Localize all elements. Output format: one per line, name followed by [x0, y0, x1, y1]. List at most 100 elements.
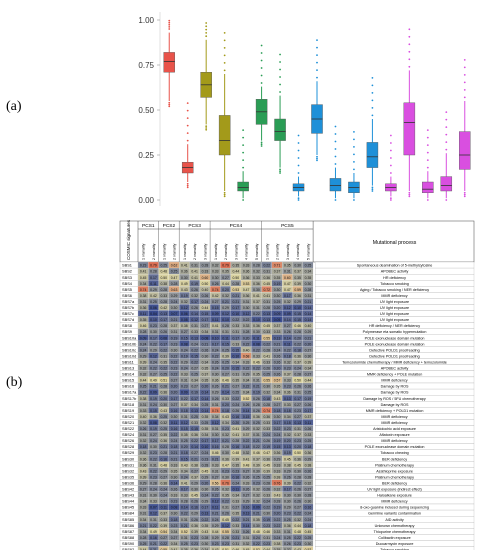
cell-value: 0.34 — [140, 530, 147, 534]
cell-value: 0.10 — [212, 336, 219, 340]
signature-label: SBS90 — [122, 541, 135, 546]
column-header-6: 2 vranality — [193, 243, 197, 260]
cell-value: 0.36 — [243, 270, 250, 274]
cell-value: 0.30 — [212, 373, 219, 377]
cell-value: 0.35 — [294, 276, 301, 280]
cell-value: 0.35 — [160, 433, 167, 437]
column-header-11: 4 vranality — [245, 243, 249, 260]
box-6-outlier — [260, 52, 263, 54]
box-13-outlier — [389, 157, 392, 159]
cell-value: 0.37 — [202, 373, 209, 377]
cell-value: 0.33 — [150, 500, 157, 504]
cell-value: 0.36 — [140, 306, 147, 310]
signature-label: SBS45 — [122, 505, 134, 510]
cell-value: 0.18 — [284, 354, 291, 358]
box-5-outlier — [242, 136, 245, 139]
cell-value: 0.24 — [202, 451, 209, 455]
cell-value: 0.24 — [212, 367, 219, 371]
cell-value: 0.33 — [191, 421, 198, 425]
process-label: APOBEC activity — [381, 270, 409, 274]
cell-value: 0.28 — [140, 330, 147, 334]
cell-value: 0.27 — [274, 403, 281, 407]
cell-value: 0.29 — [212, 524, 219, 528]
box-14-body — [403, 102, 416, 156]
cell-value: 0.26 — [212, 385, 219, 389]
box-13-outlier — [389, 199, 392, 201]
signature-label: SBS17b — [122, 396, 136, 401]
cell-value: 0.31 — [181, 536, 188, 540]
cell-value: 0.17 — [160, 342, 167, 346]
cell-value: 0.29 — [160, 469, 167, 473]
cell-value: 0.32 — [263, 391, 270, 395]
cell-value: 0.31 — [212, 469, 219, 473]
signature-label: SBS3 — [122, 275, 132, 280]
cell-value: 0.26 — [233, 409, 240, 413]
cell-value: 0.11 — [222, 336, 228, 340]
cell-value: 0.41 — [212, 324, 219, 328]
cell-value: 0.09 — [253, 506, 260, 510]
cell-value: 0.10 — [253, 318, 260, 322]
box-7-outlier — [279, 168, 281, 171]
cell-value: 0.12 — [181, 421, 188, 425]
column-header-2: 2 vranality — [152, 243, 156, 260]
cell-value: 0.10 — [294, 306, 301, 310]
cell-value: 0.34 — [171, 542, 178, 546]
cell-value: 0.29 — [191, 481, 198, 485]
cell-value: 0.25 — [191, 373, 198, 377]
cell-value: 0.46 — [263, 530, 270, 534]
cell-value: 0.44 — [222, 282, 229, 286]
cell-value: 0.25 — [160, 415, 167, 419]
cell-value: 0.31 — [305, 294, 312, 298]
box-14-outlier — [408, 58, 411, 61]
cell-value: 0.31 — [181, 379, 188, 383]
cell-value: 0.22 — [294, 342, 301, 346]
cell-value: 0.36 — [294, 294, 301, 298]
cell-value: 0.22 — [294, 481, 301, 485]
cell-value: 0.32 — [253, 488, 260, 492]
cell-value: 0.76 — [222, 481, 229, 485]
cell-value: 0.27 — [140, 488, 147, 492]
cell-value: 0.13 — [160, 312, 167, 316]
cell-value: 0.14 — [284, 318, 291, 322]
cell-value: 0.10 — [202, 445, 209, 449]
cell-value: 0.24 — [181, 367, 188, 371]
cell-value: 0.30 — [150, 494, 157, 498]
box-7-outlier — [279, 91, 281, 93]
cell-value: 0.09 — [181, 391, 188, 395]
box-4-outlier — [223, 195, 226, 198]
cell-value: 0.25 — [171, 270, 178, 274]
cell-value: 0.14 — [305, 312, 312, 316]
cell-value: 0.12 — [284, 306, 291, 310]
cell-value: 0.41 — [243, 457, 250, 461]
signature-label: SBS29 — [122, 450, 134, 455]
cell-value: 0.36 — [160, 391, 167, 395]
cell-value: 0.14 — [191, 312, 198, 316]
cell-value: 0.12 — [191, 318, 198, 322]
cell-value: 0.45 — [222, 518, 229, 522]
cell-value: 0.15 — [181, 457, 188, 461]
cell-value: 0.25 — [243, 421, 250, 425]
cell-value: 0.17 — [171, 397, 178, 401]
process-label: POLE exonuclease domain mutation — [365, 445, 425, 449]
cell-value: 0.15 — [222, 342, 229, 346]
cell-value: 0.25 — [253, 475, 260, 479]
cell-value: 0.55 — [263, 336, 270, 340]
cell-value: 0.20 — [202, 385, 209, 389]
cell-value: 0.40 — [305, 324, 312, 328]
cell-value: 0.25 — [263, 373, 270, 377]
cell-value: 0.11 — [161, 506, 167, 510]
signature-label: SBS32 — [122, 468, 134, 473]
cell-value: 0.17 — [284, 294, 291, 298]
cell-value: 0.20 — [284, 439, 291, 443]
box-17-outlier — [463, 81, 466, 84]
cell-value: 0.24 — [212, 348, 219, 352]
cell-value: 0.33 — [191, 330, 198, 334]
box-7-outlier — [279, 68, 281, 71]
cell-value: 0.17 — [274, 421, 281, 425]
cell-value: 0.24 — [171, 439, 178, 443]
cell-value: 0.33 — [171, 494, 178, 498]
cell-value: 0.15 — [233, 348, 240, 352]
box-13-outlier — [389, 134, 392, 137]
cell-value: 0.32 — [222, 433, 229, 437]
group-header-pcs4: PCS4 — [230, 223, 243, 229]
